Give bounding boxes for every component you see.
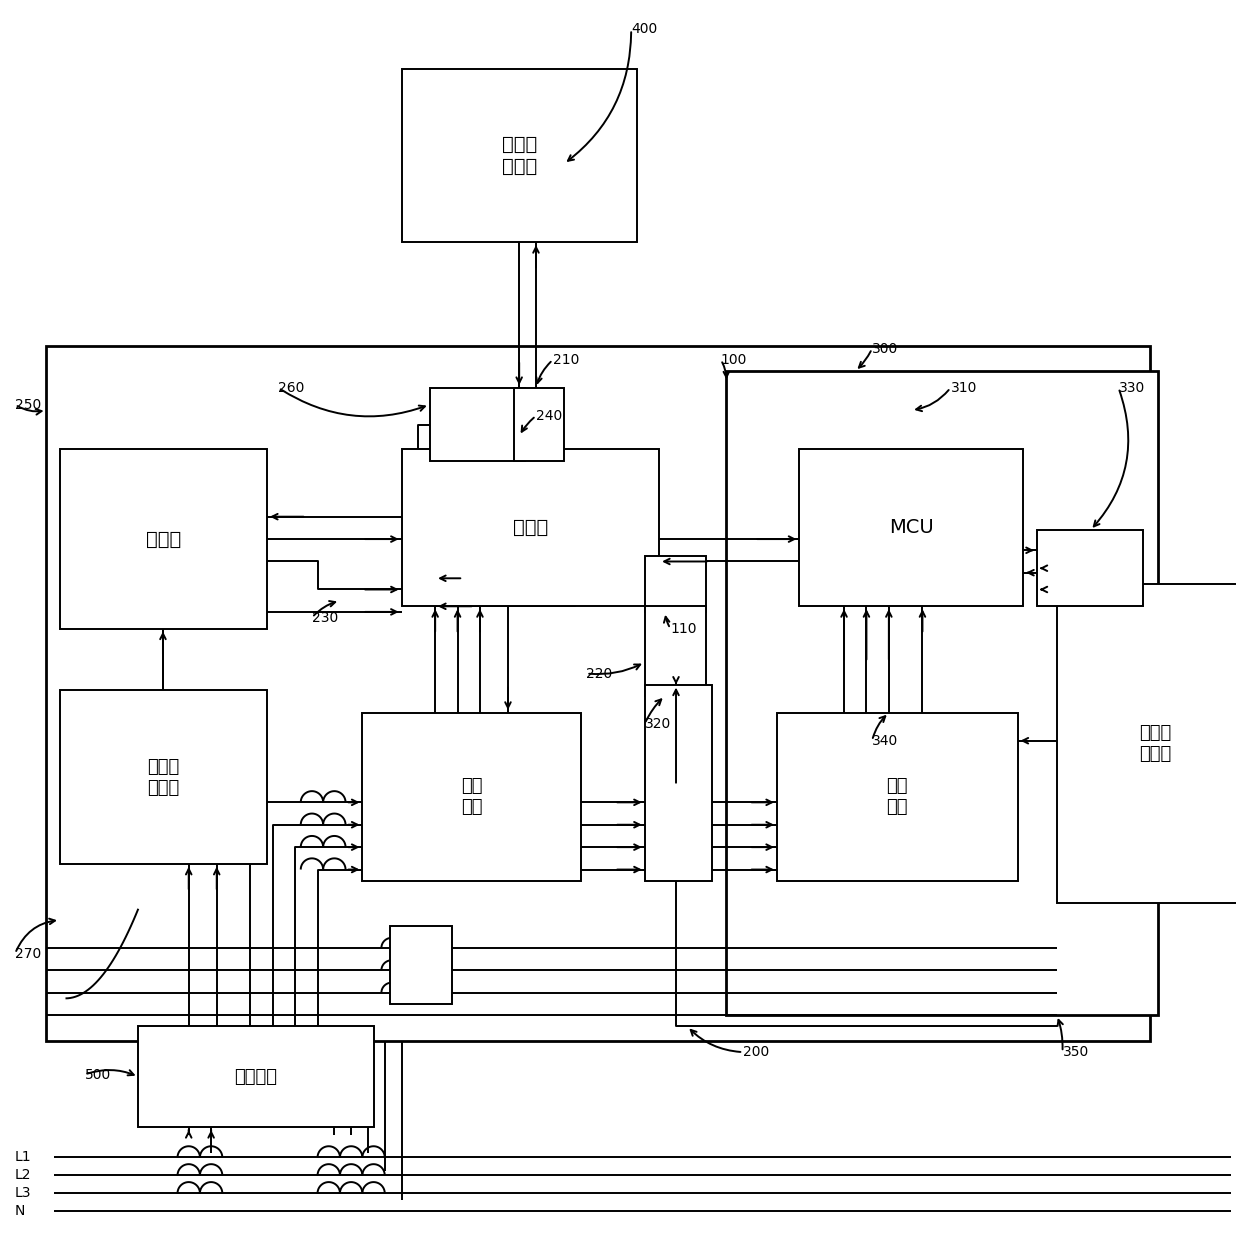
Text: 310: 310: [950, 380, 977, 395]
Text: 230: 230: [312, 610, 339, 625]
Text: L3: L3: [15, 1187, 31, 1200]
Text: 250: 250: [15, 398, 41, 411]
Text: 500: 500: [84, 1067, 110, 1082]
Bar: [402, 69, 637, 242]
Text: 监控
模块: 监控 模块: [887, 777, 908, 816]
Bar: [645, 606, 707, 695]
Bar: [391, 925, 451, 1004]
Bar: [513, 388, 564, 461]
Text: 340: 340: [872, 734, 898, 747]
Text: 400: 400: [631, 22, 657, 36]
Text: 260: 260: [278, 380, 305, 395]
Bar: [362, 713, 580, 881]
Text: 240: 240: [536, 409, 562, 422]
Text: 270: 270: [15, 946, 41, 961]
Bar: [46, 346, 1149, 1041]
Bar: [60, 450, 267, 629]
Text: 220: 220: [587, 667, 613, 680]
Bar: [1037, 530, 1143, 606]
Text: 功能
模块: 功能 模块: [461, 777, 482, 816]
Bar: [60, 690, 267, 864]
Bar: [139, 1026, 373, 1128]
Text: 330: 330: [1118, 380, 1145, 395]
Text: 200: 200: [743, 1045, 770, 1060]
Text: L2: L2: [15, 1168, 31, 1182]
Text: 210: 210: [553, 353, 579, 367]
Bar: [645, 684, 712, 881]
Text: 触控屏: 触控屏: [146, 530, 181, 548]
Text: L1: L1: [15, 1151, 32, 1165]
Bar: [800, 450, 1023, 606]
Text: 320: 320: [645, 718, 671, 731]
Text: MCU: MCU: [889, 519, 934, 537]
Bar: [776, 713, 1018, 881]
Text: 100: 100: [720, 353, 748, 367]
Bar: [402, 450, 660, 606]
Text: N: N: [15, 1204, 26, 1218]
Text: 处理器: 处理器: [513, 519, 548, 537]
Text: 第二电
源模块: 第二电 源模块: [1138, 724, 1171, 763]
Bar: [1056, 584, 1240, 903]
Text: 第一电
源模块: 第一电 源模块: [148, 758, 180, 797]
Bar: [727, 370, 1158, 1015]
Bar: [429, 388, 525, 461]
Bar: [645, 556, 707, 611]
Text: 智能终
端设备: 智能终 端设备: [501, 135, 537, 175]
Text: 110: 110: [671, 621, 697, 636]
Text: 300: 300: [872, 342, 898, 356]
Text: 350: 350: [1063, 1045, 1089, 1060]
Text: 外部电源: 外部电源: [234, 1068, 278, 1086]
